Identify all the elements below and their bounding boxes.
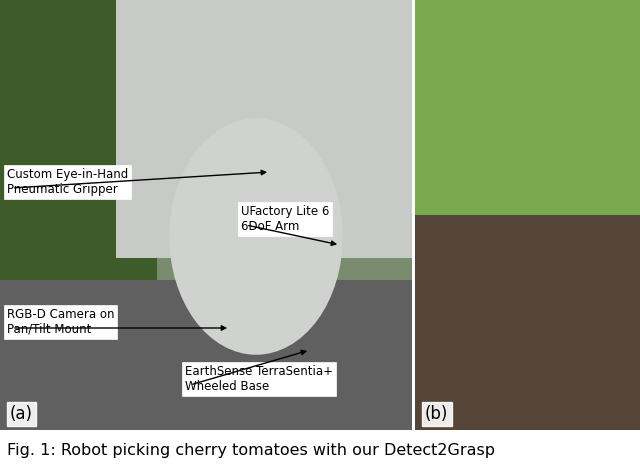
Text: RGB-D Camera on
Pan/Tilt Mount: RGB-D Camera on Pan/Tilt Mount (7, 308, 115, 336)
Bar (0, 0, 413, 430)
Text: UFactory Lite 6
6DoF Arm: UFactory Lite 6 6DoF Arm (241, 205, 330, 233)
Bar (0, 0, 157, 309)
Text: (a): (a) (10, 405, 33, 423)
Bar (413, 215, 640, 430)
Bar (0, 435, 640, 471)
Text: Fig. 1: Robot picking cherry tomatoes with our Detect2Grasp: Fig. 1: Robot picking cherry tomatoes wi… (7, 443, 495, 458)
Bar (412, 0, 415, 430)
Bar (413, 0, 640, 430)
Text: EarthSense TerraSentia+
Wheeled Base: EarthSense TerraSentia+ Wheeled Base (185, 365, 333, 393)
Text: (b): (b) (425, 405, 449, 423)
Text: Custom Eye-in-Hand
Pneumatic Gripper: Custom Eye-in-Hand Pneumatic Gripper (7, 168, 128, 196)
Ellipse shape (170, 118, 343, 355)
Bar (116, 0, 413, 258)
Bar (0, 279, 413, 430)
Bar (413, 0, 640, 215)
